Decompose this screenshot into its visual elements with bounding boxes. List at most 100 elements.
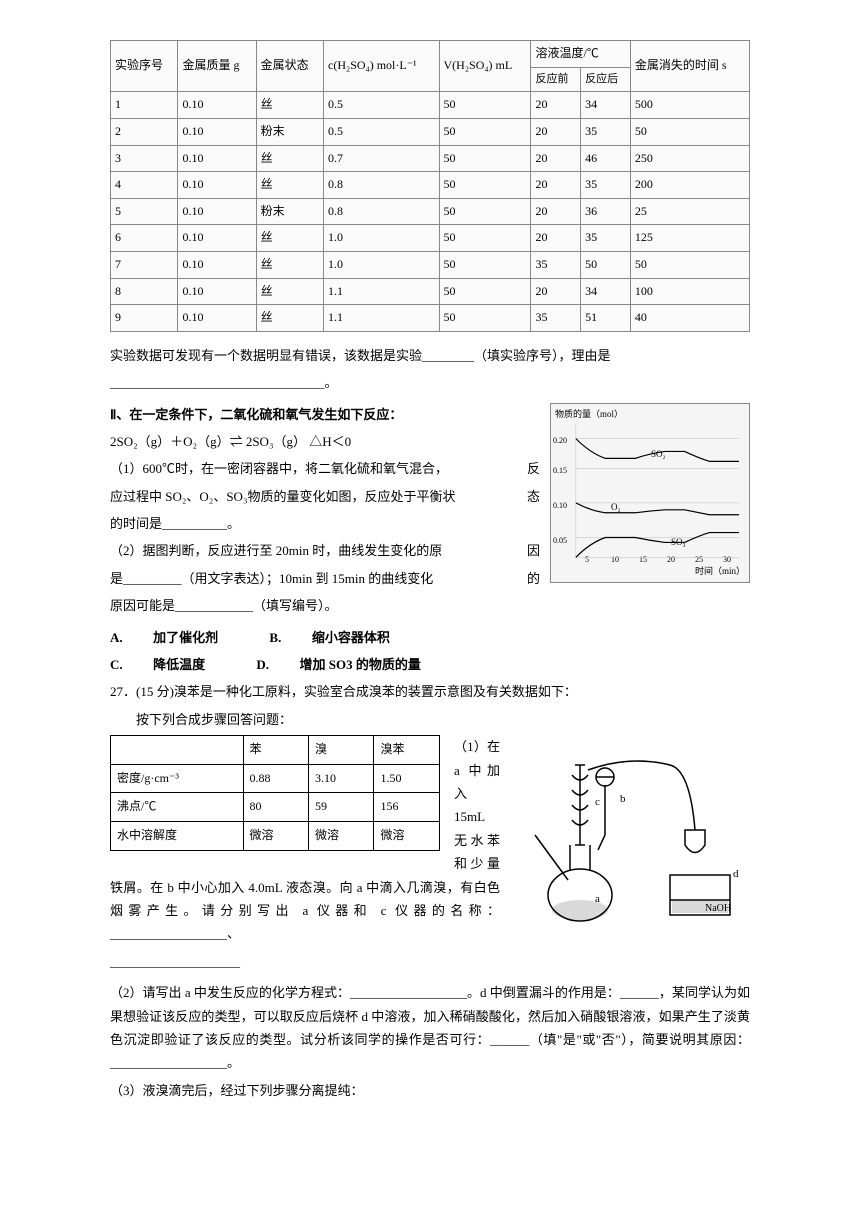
table-cell: 丝 (256, 251, 323, 278)
table-cell: 0.5 (324, 92, 440, 119)
table-cell: 50 (630, 118, 749, 145)
table-cell: 3.10 (309, 764, 374, 793)
table-row: 沸点/℃8059156 (111, 793, 440, 822)
table-cell: 50 (439, 278, 531, 305)
table-cell: 50 (439, 305, 531, 332)
apparatus-diagram: a b c d NaOH (510, 735, 750, 945)
table-row: 20.10粉末0.550203550 (111, 118, 750, 145)
options-row1: A. 加了催化剂 B. 缩小容器体积 (110, 626, 750, 649)
table-cell: 200 (630, 172, 749, 199)
table-cell: 125 (630, 225, 749, 252)
col-exp-no: 实验序号 (111, 41, 178, 92)
table-row: 60.10丝1.0502035125 (111, 225, 750, 252)
table-cell: 0.10 (178, 118, 256, 145)
q27-p1-blank: ____________________ (110, 950, 750, 973)
table-cell: 0.8 (324, 172, 440, 199)
table-cell: 0.88 (243, 764, 308, 793)
table-cell: 0.10 (178, 198, 256, 225)
table-cell: 500 (630, 92, 749, 119)
q27-stem: 27．(15 分)溴苯是一种化工原料，实验室合成溴苯的装置示意图及有关数据如下： (110, 680, 750, 703)
label-b: b (620, 790, 626, 810)
table-cell: 20 (531, 92, 581, 119)
q27-sub: 按下列合成步骤回答问题： (110, 708, 750, 731)
label-naoh: NaOH (705, 900, 731, 918)
table-cell: 1 (111, 92, 178, 119)
label-d: d (733, 865, 739, 885)
table-cell: 0.10 (178, 145, 256, 172)
question-blank-line: _________________________________。 (110, 371, 750, 394)
table-cell: 20 (531, 198, 581, 225)
table-cell: 1.1 (324, 278, 440, 305)
table-cell: 50 (581, 251, 631, 278)
table-cell: 1.0 (324, 251, 440, 278)
table-cell: 0.10 (178, 225, 256, 252)
small-table-header: 苯 溴 溴苯 (111, 736, 440, 765)
table-cell: 7 (111, 251, 178, 278)
table-cell: 20 (531, 145, 581, 172)
table-cell: 50 (439, 145, 531, 172)
table-cell: 沸点/℃ (111, 793, 244, 822)
table-cell: 100 (630, 278, 749, 305)
table-row: 40.10丝0.8502035200 (111, 172, 750, 199)
table-cell: 25 (630, 198, 749, 225)
table-row: 90.10丝1.150355140 (111, 305, 750, 332)
table-cell: 3 (111, 145, 178, 172)
table-cell: 0.5 (324, 118, 440, 145)
table-cell: 0.7 (324, 145, 440, 172)
table-cell: 1.1 (324, 305, 440, 332)
table-cell: 34 (581, 92, 631, 119)
table-cell: 0.10 (178, 305, 256, 332)
table-cell: 粉末 (256, 118, 323, 145)
table-cell: 6 (111, 225, 178, 252)
table-row: 50.10粉末0.850203625 (111, 198, 750, 225)
table-cell: 8 (111, 278, 178, 305)
table-cell: 4 (111, 172, 178, 199)
table-cell: 35 (531, 305, 581, 332)
table-cell: 0.10 (178, 172, 256, 199)
col-time: 金属消失的时间 s (630, 41, 749, 92)
table-cell: 36 (581, 198, 631, 225)
options-row2: C. 降低温度 D. 增加 SO3 的物质的量 (110, 653, 750, 676)
table-row: 水中溶解度微溶微溶微溶 (111, 821, 440, 850)
table-cell: 微溶 (309, 821, 374, 850)
table-cell: 50 (439, 92, 531, 119)
table-cell: 46 (581, 145, 631, 172)
table-row: 70.10丝1.050355050 (111, 251, 750, 278)
table-cell: 5 (111, 198, 178, 225)
sub-after: 反应后 (581, 67, 631, 92)
table-cell: 20 (531, 225, 581, 252)
table-cell: 35 (581, 172, 631, 199)
table-cell: 35 (531, 251, 581, 278)
table-cell: 1.50 (374, 764, 440, 793)
table-cell: 80 (243, 793, 308, 822)
table-cell: 51 (581, 305, 631, 332)
table-cell: 250 (630, 145, 749, 172)
table-cell: 50 (439, 118, 531, 145)
table-row: 30.10丝0.7502046250 (111, 145, 750, 172)
col-temp: 溶液温度/℃ (531, 41, 630, 68)
table-header-row: 实验序号 金属质量 g 金属状态 c(H₂SO₄) mol·L⁻¹ V(H₂SO… (111, 41, 750, 68)
table-cell: 50 (439, 225, 531, 252)
table-cell: 20 (531, 172, 581, 199)
col-mass: 金属质量 g (178, 41, 256, 92)
q27-p3: （3）液溴滴完后，经过下列步骤分离提纯： (110, 1079, 750, 1102)
label-a: a (595, 890, 600, 910)
table-cell: 丝 (256, 305, 323, 332)
table-cell: 35 (581, 118, 631, 145)
col-conc: c(H₂SO₄) mol·L⁻¹ (324, 41, 440, 92)
label-c: c (595, 793, 600, 813)
properties-table: 苯 溴 溴苯 密度/g·cm⁻³0.883.101.50沸点/℃8059156水… (110, 735, 440, 850)
table-cell: 2 (111, 118, 178, 145)
question-text-1: 实验数据可发现有一个数据明显有错误，该数据是实验________（填实验序号），… (110, 344, 750, 367)
table-row: 80.10丝1.1502034100 (111, 278, 750, 305)
table-cell: 50 (439, 198, 531, 225)
table-cell: 0.8 (324, 198, 440, 225)
col-state: 金属状态 (256, 41, 323, 92)
sub-before: 反应前 (531, 67, 581, 92)
s2-q2c: 原因可能是____________（填写编号）。 (110, 594, 750, 617)
table-cell: 丝 (256, 225, 323, 252)
q27-p2: （2）请写出 a 中发生反应的化学方程式：__________________。… (110, 981, 750, 1075)
table-cell: 20 (531, 118, 581, 145)
table-cell: 35 (581, 225, 631, 252)
table-cell: 0.10 (178, 92, 256, 119)
